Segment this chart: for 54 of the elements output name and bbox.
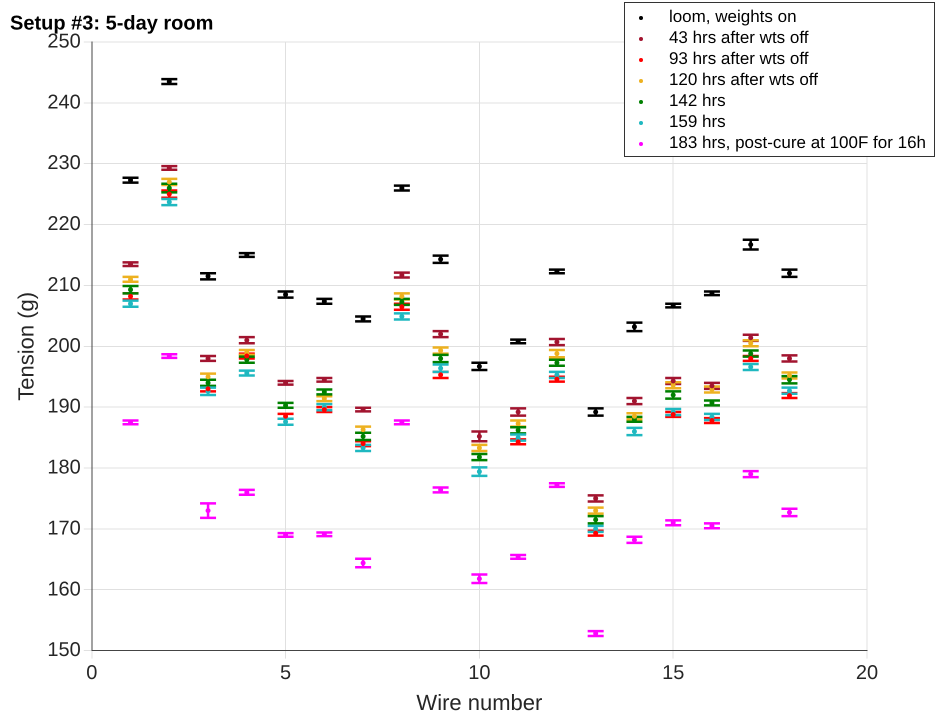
point	[786, 270, 792, 276]
y-axis-title: Tension (g)	[13, 292, 38, 401]
legend-label: 142 hrs	[668, 91, 726, 110]
x-tick-label: 5	[280, 662, 292, 684]
point	[670, 392, 676, 398]
y-tick-label: 190	[47, 396, 81, 418]
point	[438, 356, 444, 361]
point	[360, 560, 366, 566]
point	[593, 517, 598, 522]
point	[632, 429, 637, 434]
chart-title: Setup #3: 5-day room	[10, 12, 214, 35]
y-tick-label: 160	[47, 578, 81, 600]
y-tick-label: 240	[47, 91, 81, 114]
legend-label: 120 hrs after wts off	[668, 70, 818, 89]
point	[593, 410, 598, 415]
y-tick-label: 170	[47, 517, 81, 540]
y-tick-label: 150	[47, 639, 81, 662]
point	[554, 351, 560, 356]
point	[516, 410, 521, 415]
x-tick-label: 10	[468, 662, 491, 684]
point	[476, 576, 482, 582]
x-tick-label: 0	[86, 662, 98, 684]
y-tick-label: 200	[47, 334, 81, 357]
x-axis-title: Wire number	[416, 690, 542, 715]
point	[360, 427, 366, 432]
point	[438, 366, 444, 371]
x-tick-label: 15	[662, 662, 684, 684]
point	[244, 354, 250, 359]
y-tick-label: 180	[47, 456, 81, 479]
legend-label: 159 hrs	[668, 112, 726, 131]
legend-label: 93 hrs after wts off	[668, 49, 808, 68]
point	[128, 287, 134, 292]
point	[166, 192, 172, 197]
point	[438, 372, 444, 378]
point	[786, 373, 792, 378]
point	[476, 469, 482, 474]
point	[632, 324, 637, 330]
legend-label: loom, weights on	[668, 7, 797, 26]
point	[360, 441, 366, 446]
point	[360, 434, 366, 439]
point	[166, 186, 172, 191]
point	[516, 421, 521, 426]
point	[786, 377, 792, 382]
point	[786, 510, 792, 515]
y-tick-label: 210	[47, 274, 81, 296]
legend-label: 183 hrs, post-cure at 100F for 16h	[668, 133, 926, 152]
point	[128, 294, 134, 299]
y-tick-label: 220	[47, 213, 81, 236]
point	[438, 256, 444, 262]
point	[476, 364, 482, 369]
x-tick-label: 20	[856, 662, 878, 684]
legend-label: 43 hrs after wts off	[668, 28, 808, 47]
y-tick-label: 230	[47, 152, 81, 174]
point	[206, 374, 211, 380]
